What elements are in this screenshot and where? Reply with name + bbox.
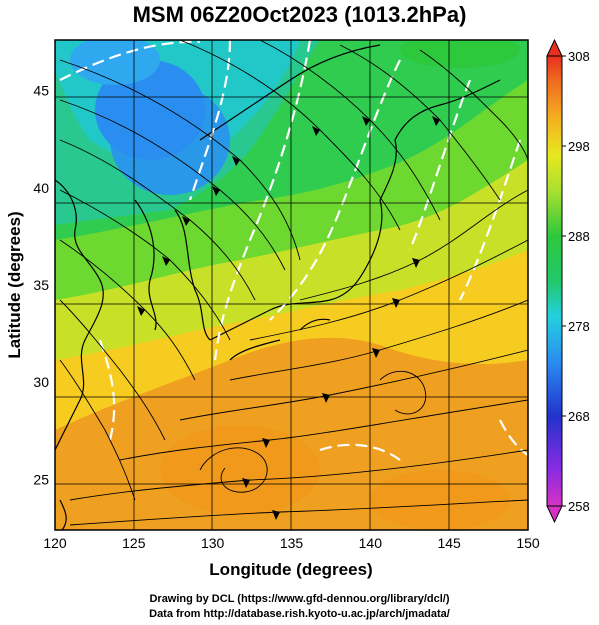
x-axis-title: Longitude (degrees) [209, 560, 372, 579]
y-tick-labels: 25 30 35 40 45 [33, 83, 49, 488]
footer-credit-data: Data from http://database.rish.kyoto-u.a… [149, 608, 450, 620]
map-title: MSM 06Z20Oct2023 (1013.2hPa) [132, 2, 467, 27]
colorbar: 308 298 288 278 268 258 [546, 38, 590, 524]
graticule [55, 40, 528, 530]
colorbar-label: 298 [568, 139, 590, 154]
plot-frame [54, 39, 529, 531]
temperature-field [55, 40, 528, 530]
x-tick-label: 130 [201, 535, 225, 551]
x-tick-label: 145 [437, 535, 461, 551]
colorbar-label: 308 [568, 49, 590, 64]
colorbar-scale [546, 55, 563, 507]
x-tick-labels: 120 125 130 135 140 145 150 [43, 535, 540, 551]
colorbar-bottom-arrow [546, 505, 563, 524]
x-tick-label: 150 [516, 535, 540, 551]
y-axis-title: Latitude (degrees) [5, 211, 24, 358]
colorbar-labels: 308 298 288 278 268 258 [562, 49, 590, 514]
x-tick-label: 135 [280, 535, 304, 551]
coastlines [55, 44, 501, 530]
colorbar-label: 278 [568, 319, 590, 334]
stream-arrows [137, 116, 440, 520]
x-tick-label: 120 [43, 535, 67, 551]
x-tick-label: 125 [122, 535, 146, 551]
y-tick-label: 30 [33, 374, 49, 390]
x-tick-label: 140 [359, 535, 383, 551]
y-tick-label: 35 [33, 277, 49, 293]
footer-credit-drawing: Drawing by DCL (https://www.gfd-dennou.o… [149, 593, 450, 605]
y-tick-label: 25 [33, 471, 49, 487]
colorbar-top-arrow [546, 38, 563, 57]
colorbar-label: 258 [568, 499, 590, 514]
y-tick-label: 45 [33, 83, 49, 99]
y-tick-label: 40 [33, 180, 49, 196]
colorbar-label: 268 [568, 409, 590, 424]
isotherms [59, 40, 528, 461]
colorbar-label: 288 [568, 229, 590, 244]
